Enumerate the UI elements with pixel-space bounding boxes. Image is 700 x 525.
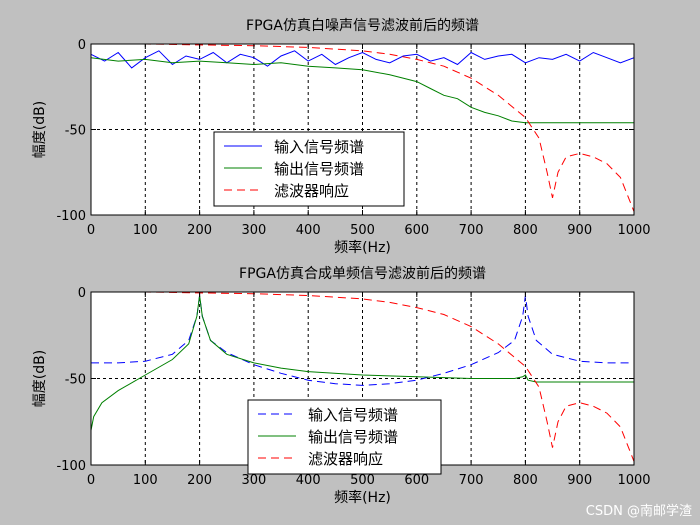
x-tick-label: 400 (296, 473, 321, 488)
y-tick-label: 0 (78, 38, 86, 53)
x-tick-label: 200 (187, 473, 212, 488)
x-tick-label: 500 (350, 473, 375, 488)
series-line-2 (91, 295, 634, 431)
x-tick-label: 800 (513, 223, 538, 238)
x-tick-label: 0 (87, 223, 95, 238)
chart-title: FPGA仿真白噪声信号滤波前后的频谱 (246, 17, 479, 34)
x-axis-label: 频率(Hz) (334, 239, 391, 256)
x-tick-label: 400 (296, 223, 321, 238)
y-axis-label: 幅度(dB) (32, 350, 48, 407)
x-tick-label: 600 (404, 223, 429, 238)
legend-label-3: 滤波器响应 (308, 450, 383, 468)
series-line-3 (91, 44, 634, 212)
y-tick-label: -100 (56, 209, 86, 224)
chart-panel-1: 0 100 200 300 400 500 600 700 800 900 1000 0 -50 -100… (32, 17, 651, 256)
x-tick-label: 100 (133, 223, 158, 238)
legend-box (247, 399, 442, 475)
x-tick-label: 600 (404, 473, 429, 488)
y-tick-label: -50 (65, 124, 86, 139)
x-axis-label: 频率(Hz) (334, 489, 391, 506)
x-tick-label: 100 (133, 473, 158, 488)
series-line-3 (91, 292, 634, 462)
legend-label-2: 输出信号频谱 (274, 160, 364, 178)
x-tick-label: 500 (350, 223, 375, 238)
watermark: CSDN @南邮学渣 (585, 504, 692, 519)
chart-panel-2: 0 100 200 300 400 500 600 700 800 900 1000 0 -50 -100… (32, 265, 651, 506)
x-tick-label: 900 (567, 223, 592, 238)
x-tick-label: 700 (459, 223, 484, 238)
series-line-2 (91, 57, 634, 124)
legend-box (213, 131, 405, 207)
x-tick-label: 300 (241, 473, 266, 488)
x-tick-label: 700 (459, 473, 484, 488)
x-tick-label: 900 (567, 473, 592, 488)
legend-label-1: 输入信号频谱 (308, 406, 398, 424)
x-tick-label: 1000 (617, 473, 650, 488)
y-tick-label: -100 (56, 459, 86, 474)
x-tick-label: 800 (513, 473, 538, 488)
chart-title: FPGA仿真合成单频信号滤波前后的频谱 (239, 265, 486, 282)
x-tick-label: 300 (241, 223, 266, 238)
y-tick-label: 0 (78, 286, 86, 301)
y-axis-label: 幅度(dB) (32, 101, 48, 158)
series-line-1 (91, 50, 634, 69)
legend-label-1: 输入信号频谱 (274, 138, 364, 156)
x-tick-label: 0 (87, 473, 95, 488)
y-tick-label: -50 (65, 373, 86, 388)
x-tick-label: 1000 (617, 223, 650, 238)
legend-label-2: 输出信号频谱 (308, 428, 398, 446)
x-tick-label: 200 (187, 223, 212, 238)
legend-label-3: 滤波器响应 (274, 182, 349, 200)
